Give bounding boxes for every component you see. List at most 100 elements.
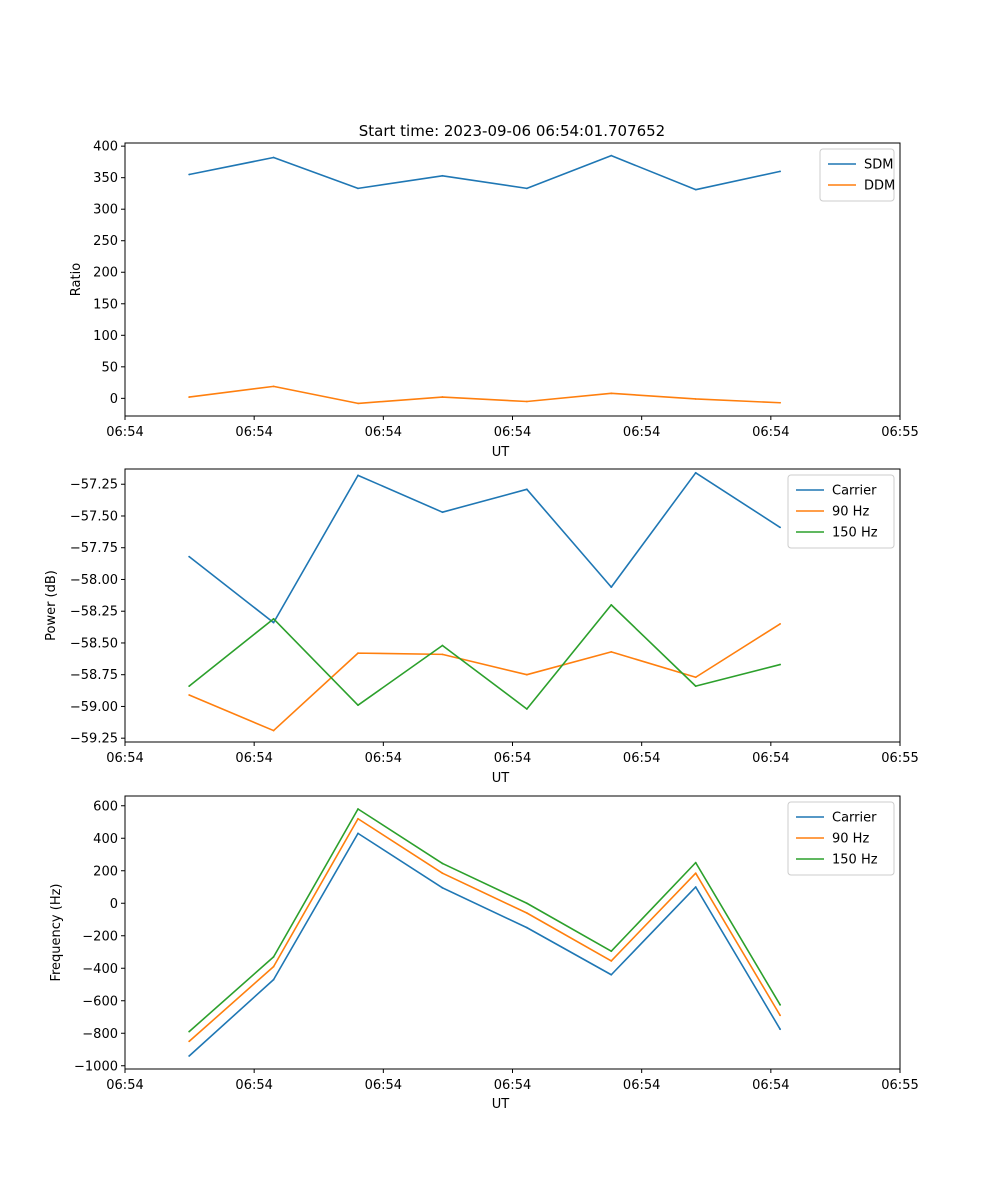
- data-point-90-hz: [694, 676, 697, 679]
- y-tick-label: −57.50: [70, 509, 118, 524]
- data-point-carrier: [694, 886, 697, 888]
- legend-label-90-hz: 90 Hz: [832, 505, 869, 520]
- data-point-carrier: [779, 1028, 782, 1031]
- x-tick-label: 06:54: [752, 751, 789, 766]
- data-point-90-hz: [357, 652, 359, 655]
- y-tick-label: −400: [82, 962, 118, 977]
- data-point-carrier: [610, 973, 613, 976]
- data-point-150-hz: [441, 862, 444, 865]
- y-axis-label: Power (dB): [44, 570, 59, 641]
- x-axis-label: UT: [492, 1097, 510, 1112]
- y-tick-label: −800: [82, 1027, 118, 1042]
- data-point-150-hz: [694, 685, 697, 688]
- data-point-90-hz: [188, 1040, 191, 1043]
- axes-frame: [124, 468, 901, 743]
- y-tick-label: −200: [82, 929, 118, 944]
- legend: Carrier 90 Hz 150 Hz: [787, 801, 895, 876]
- x-tick-label: 06:55: [881, 425, 918, 440]
- data-point-150-hz: [779, 1003, 782, 1006]
- y-tick-label: −58.25: [70, 605, 118, 620]
- data-point-90-hz: [441, 872, 444, 875]
- series-line-sdm: [189, 154, 781, 191]
- y-tick-label: 150: [93, 297, 118, 312]
- data-point-ddm: [441, 396, 444, 398]
- legend-label-carrier: Carrier: [832, 484, 877, 499]
- data-point-150-hz: [610, 950, 613, 953]
- data-point-sdm: [441, 174, 444, 177]
- data-point-150-hz: [272, 617, 275, 620]
- ratio-panel: 0 50 100 150 200 250 300 350 400 06:54 06:54 06:54 0…: [69, 140, 919, 460]
- data-point-150-hz: [525, 708, 528, 710]
- x-tick-label: 06:54: [106, 751, 143, 766]
- data-point-carrier: [357, 474, 359, 477]
- y-axis-label: Frequency (Hz): [49, 883, 64, 981]
- legend-box: [787, 801, 895, 876]
- y-tick-label: 400: [93, 832, 118, 847]
- data-point-carrier: [441, 886, 444, 889]
- series-line-90-hz: [188, 817, 781, 1042]
- data-point-90-hz: [610, 650, 613, 653]
- x-tick-label: 06:54: [752, 425, 789, 440]
- y-tick-label: −59.00: [70, 700, 118, 715]
- x-tick-label: 06:54: [235, 425, 272, 440]
- data-point-ddm: [188, 396, 191, 398]
- y-tick-label: 50: [101, 360, 118, 375]
- series-line-carrier: [188, 832, 781, 1057]
- data-point-sdm: [610, 154, 613, 157]
- y-tick-label: −1000: [74, 1059, 118, 1074]
- data-point-150-hz: [610, 603, 613, 606]
- data-point-90-hz: [188, 694, 191, 696]
- data-point-carrier: [694, 471, 697, 474]
- data-point-150-hz: [357, 808, 359, 810]
- data-point-90-hz: [525, 673, 528, 676]
- y-tick-label: −58.75: [70, 668, 118, 683]
- y-tick-label: 400: [93, 140, 118, 155]
- data-point-ddm: [525, 400, 528, 403]
- x-tick-label: 06:54: [235, 751, 272, 766]
- x-tick-label: 06:55: [881, 1078, 918, 1093]
- legend-box: [819, 148, 895, 202]
- data-point-carrier: [779, 526, 782, 529]
- data-point-sdm: [779, 170, 782, 173]
- data-point-carrier: [441, 511, 444, 514]
- x-tick-label: 06:54: [106, 425, 143, 440]
- data-point-150-hz: [188, 1030, 191, 1033]
- y-tick-label: −57.25: [70, 478, 118, 493]
- y-tick-label: −58.00: [70, 573, 118, 588]
- axes-frame: [124, 142, 901, 417]
- legend-label-sdm: SDM: [864, 158, 893, 173]
- frequency-panel: −1000 −800 −600 −400 −200 0 200 400 600 06:54 06:5…: [49, 795, 919, 1112]
- axes-frame: [124, 795, 901, 1070]
- y-tick-label: 0: [110, 897, 118, 912]
- data-point-carrier: [525, 926, 528, 929]
- y-tick-label: 100: [93, 329, 118, 344]
- series-line-150-hz: [188, 604, 781, 710]
- data-point-sdm: [357, 187, 359, 190]
- data-point-150-hz: [779, 663, 782, 666]
- power-panel: −59.25 −59.00 −58.75 −58.50 −58.25 −58.00 −57.…: [44, 468, 919, 786]
- data-point-ddm: [272, 385, 275, 388]
- x-tick-label: 06:54: [494, 1078, 531, 1093]
- data-point-carrier: [610, 586, 613, 588]
- data-point-carrier: [272, 978, 275, 981]
- data-point-ddm: [779, 401, 782, 404]
- data-point-ddm: [610, 392, 613, 395]
- data-point-90-hz: [357, 817, 359, 820]
- legend-label-150-hz: 150 Hz: [832, 853, 878, 868]
- data-point-150-hz: [188, 685, 191, 688]
- series-line-ddm: [189, 385, 781, 405]
- x-tick-label: 06:54: [235, 1078, 272, 1093]
- y-tick-label: 200: [93, 864, 118, 879]
- y-tick-label: −59.25: [70, 732, 118, 747]
- y-tick-label: −600: [82, 994, 118, 1009]
- data-point-150-hz: [357, 704, 359, 707]
- y-tick-label: −57.75: [70, 541, 118, 556]
- x-tick-label: 06:54: [494, 751, 531, 766]
- data-point-carrier: [525, 488, 528, 491]
- y-tick-label: 600: [93, 799, 118, 814]
- x-tick-label: 06:54: [623, 1078, 660, 1093]
- x-tick-label: 06:54: [623, 751, 660, 766]
- data-point-ddm: [694, 398, 697, 400]
- x-tick-label: 06:54: [494, 425, 531, 440]
- legend-label-90-hz: 90 Hz: [832, 832, 869, 847]
